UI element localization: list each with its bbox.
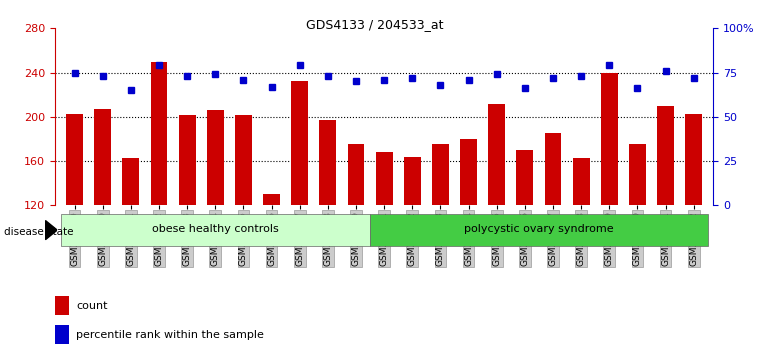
Bar: [376, 152, 393, 205]
Bar: [122, 158, 140, 205]
Bar: [235, 115, 252, 205]
Bar: [179, 115, 195, 205]
Bar: [685, 114, 702, 205]
Bar: [263, 194, 280, 205]
Text: percentile rank within the sample: percentile rank within the sample: [77, 330, 264, 339]
Bar: [629, 144, 646, 205]
Bar: [573, 158, 590, 205]
Polygon shape: [45, 221, 57, 240]
Text: disease state: disease state: [4, 227, 74, 237]
Bar: [545, 133, 561, 205]
Bar: [60, 214, 370, 246]
Text: count: count: [77, 301, 108, 311]
Bar: [319, 120, 336, 205]
Bar: [66, 114, 83, 205]
Bar: [488, 103, 505, 205]
Bar: [432, 144, 449, 205]
Bar: [55, 296, 69, 315]
Text: polycystic ovary syndrome: polycystic ovary syndrome: [464, 224, 614, 234]
Bar: [601, 73, 618, 205]
Text: obese healthy controls: obese healthy controls: [152, 224, 278, 234]
Bar: [460, 139, 477, 205]
Bar: [151, 62, 168, 205]
Bar: [347, 144, 365, 205]
Bar: [55, 325, 69, 344]
Bar: [94, 109, 111, 205]
Bar: [517, 150, 533, 205]
Text: GDS4133 / 204533_at: GDS4133 / 204533_at: [306, 18, 443, 31]
Bar: [657, 106, 674, 205]
Bar: [292, 81, 308, 205]
Bar: [370, 214, 708, 246]
Bar: [404, 156, 421, 205]
Bar: [207, 110, 223, 205]
